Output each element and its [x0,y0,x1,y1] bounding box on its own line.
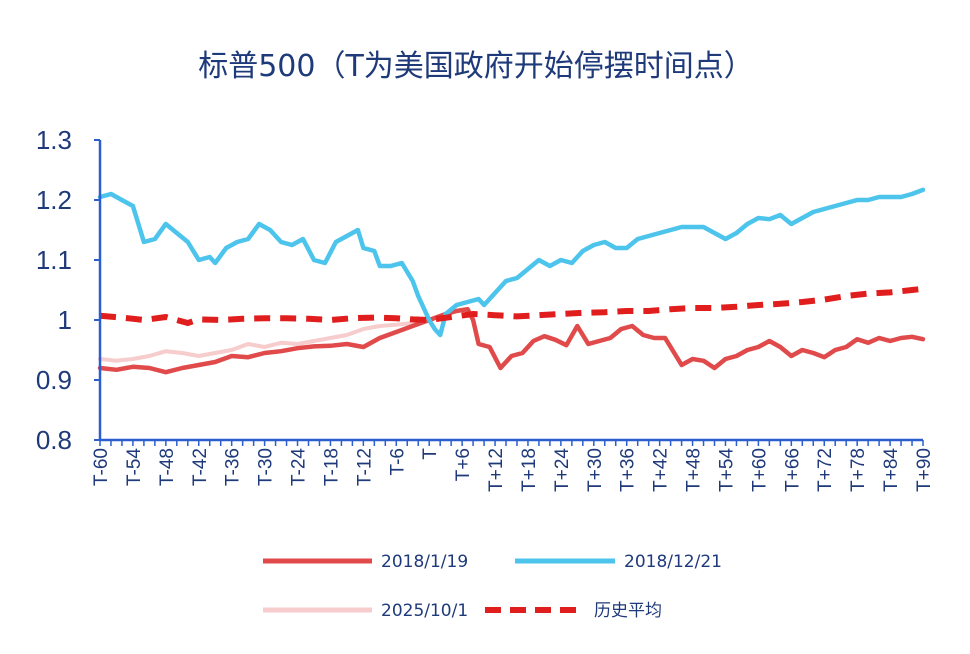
legend-label: 历史平均 [594,601,662,621]
x-tick-label: T+6 [453,448,474,481]
legend-label: 2025/10/1 [381,601,468,621]
series-line [98,318,432,363]
y-tick-label: 1 [58,305,72,335]
x-tick-label: T-30 [256,448,277,486]
x-tick-label: T-12 [354,448,375,486]
x-tick-label: T-36 [223,448,244,486]
series-line [99,285,924,326]
y-tick-label: 0.8 [36,425,72,455]
x-tick-label: T-60 [91,448,112,486]
legend-label: 2018/12/21 [624,552,722,572]
x-tick-label: T+30 [585,448,606,492]
x-tick-label: T+12 [486,448,507,492]
y-tick-label: 0.9 [36,365,72,395]
x-tick-label: T [420,448,441,460]
x-tick-label: T-24 [289,448,310,486]
x-tick-label: T-48 [157,448,178,486]
x-tick-label: T+78 [848,448,869,492]
x-tick-label: T-54 [124,448,145,486]
x-tick-label: T+72 [815,448,836,492]
x-tick-label: T+18 [519,448,540,492]
series-line [97,187,926,338]
x-tick-label: T+90 [914,448,935,492]
x-tick-label: T+54 [716,448,737,492]
x-tick-label: T+48 [684,448,705,492]
x-tick-label: T+84 [881,448,902,492]
chart-title: 标普500（T为美国政府开始停摆时间点） [198,49,754,84]
legend: 2018/1/19 2018/12/21 2025/10/1 历史平均 [263,552,722,621]
legend-label: 2018/1/19 [381,552,468,572]
axes: 1.3 1.2 1.1 1 0.9 0.8 T-60 T-54 T-48 T-42 T-36 T-30… [36,125,935,492]
x-tick-label: T-6 [387,448,408,475]
plot-lines [97,187,926,375]
x-tick-label: T+60 [749,448,770,492]
y-tick-label: 1.2 [36,185,72,215]
x-tick-label: T-42 [190,448,211,486]
x-tick-label: T+24 [552,448,573,492]
y-tick-label: 1.1 [36,245,72,275]
series-line [97,306,926,375]
x-tick-label: T+66 [782,448,803,492]
x-tick-label: T-18 [321,448,342,486]
y-tick-label: 1.3 [36,125,72,155]
x-tick-label: T+36 [618,448,639,492]
x-tick-label: T+42 [651,448,672,492]
